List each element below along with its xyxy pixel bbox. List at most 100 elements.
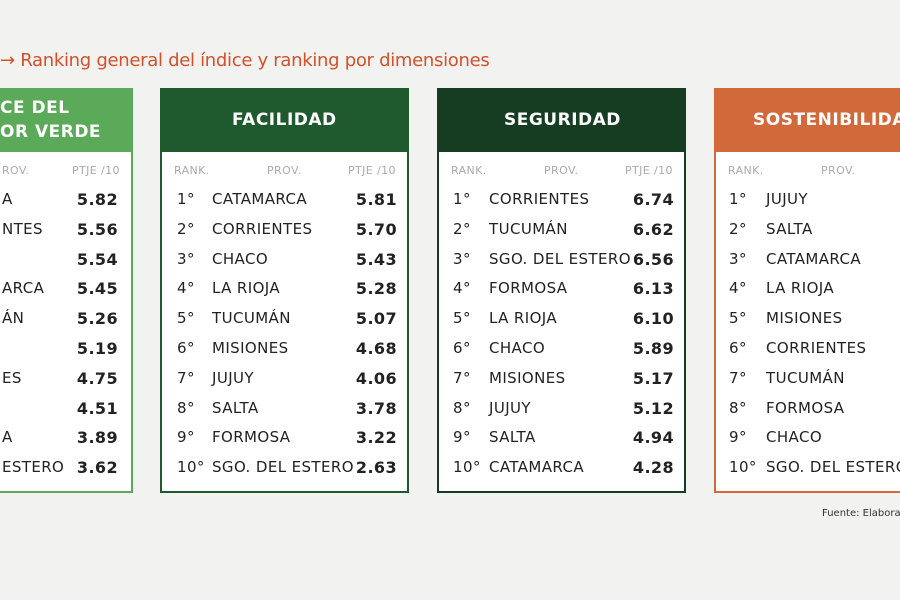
score: 6.13: [632, 279, 674, 299]
score: 5.56: [76, 219, 118, 239]
column-header: PROV.: [544, 164, 579, 177]
header-text: FACILIDAD: [232, 110, 337, 130]
province: A: [2, 190, 13, 208]
rank: 10°: [177, 458, 205, 477]
column-header: PTJE /10: [72, 164, 120, 177]
score: 6.56: [632, 249, 674, 269]
column-header: ROV.: [2, 164, 30, 177]
province: ESTERO: [2, 458, 65, 477]
province: CORRIENTES: [489, 190, 590, 208]
score: 5.19: [76, 339, 118, 358]
rank: 9°: [729, 428, 747, 447]
province: MISIONES: [766, 309, 843, 328]
column-header: PTJE /10: [348, 164, 396, 177]
score: 6.62: [632, 219, 674, 239]
score: 3.89: [76, 428, 118, 448]
province: TUCUMÁN: [212, 309, 291, 328]
province: LA RIOJA: [489, 309, 558, 328]
ranking-panel: SEGURIDAD RANK. PROV. PTJE /10 1° CORRIENTES 6…: [437, 88, 686, 493]
header-text: SOSTENIBILIDA: [753, 110, 900, 130]
province: FORMOSA: [489, 279, 568, 298]
score: 5.89: [632, 339, 674, 358]
score: 4.28: [632, 458, 674, 478]
province: LA RIOJA: [212, 279, 281, 298]
score: 3.62: [76, 458, 118, 478]
province: MISIONES: [489, 368, 566, 387]
rank: 4°: [177, 279, 195, 298]
rank: 3°: [729, 249, 747, 268]
rank: 8°: [453, 398, 471, 417]
province: JUJUY: [489, 398, 531, 417]
footer: Fuente: Elabora: [822, 508, 900, 519]
rank: 5°: [453, 309, 471, 328]
rank: 7°: [729, 368, 747, 387]
rank: 5°: [177, 309, 195, 328]
rank: 7°: [453, 368, 471, 387]
rank: 2°: [729, 219, 747, 238]
province: A: [2, 428, 13, 447]
rank: 6°: [453, 339, 471, 357]
province: FORMOSA: [766, 398, 845, 417]
score: 4.51: [76, 398, 118, 418]
score: 5.17: [632, 368, 674, 388]
province: CHACO: [489, 339, 546, 357]
column-header: RANK.: [174, 164, 210, 177]
panel-header: CE DEL OR VERDE: [0, 88, 133, 152]
score: 5.54: [76, 249, 118, 269]
header-text: CE DEL: [0, 98, 70, 118]
score: 4.06: [355, 368, 397, 388]
province: ÁN: [2, 309, 25, 328]
rank: 2°: [453, 219, 471, 238]
title: → Ranking general del índice y ranking p…: [0, 50, 490, 71]
province: SGO. DEL ESTERO: [212, 458, 354, 477]
rank: 3°: [453, 249, 471, 268]
score: 5.43: [355, 249, 397, 269]
province: TUCUMÁN: [489, 219, 568, 238]
province: CATAMARCA: [489, 458, 585, 477]
rank: 6°: [177, 339, 195, 357]
score: 2.63: [355, 458, 397, 478]
column-header: PROV.: [821, 164, 856, 177]
province: SALTA: [212, 398, 259, 417]
score: 4.68: [355, 339, 397, 358]
score: 4.75: [76, 368, 118, 388]
rank: 3°: [177, 249, 195, 268]
score: 5.07: [355, 309, 397, 329]
rank: 10°: [453, 458, 481, 477]
rank: 8°: [729, 398, 747, 417]
column-header: PROV.: [267, 164, 302, 177]
score: 5.26: [76, 309, 118, 329]
rank: 5°: [729, 309, 747, 328]
panel-header: SOSTENIBILIDA: [714, 88, 900, 152]
province: NTES: [2, 219, 43, 238]
column-header: PTJE /10: [625, 164, 673, 177]
score: 5.28: [355, 279, 397, 299]
province: JUJUY: [212, 368, 254, 387]
province: SGO. DEL ESTERO: [766, 458, 900, 477]
province: ES: [2, 368, 22, 387]
score: 5.81: [355, 190, 397, 209]
province: ARCA: [2, 279, 45, 298]
rank: 4°: [729, 279, 747, 298]
rank: 4°: [453, 279, 471, 298]
ranking-panel: CE DEL OR VERDE ROV. PTJE /10 A 5.82 NTES 5.56 5…: [0, 88, 133, 493]
province: CHACO: [212, 249, 269, 268]
panel-header: FACILIDAD: [160, 88, 409, 152]
header-text: OR VERDE: [0, 122, 102, 142]
rank: 6°: [729, 339, 747, 357]
rank: 10°: [729, 458, 757, 477]
column-header: RANK.: [451, 164, 487, 177]
rank: 2°: [177, 219, 195, 238]
rank: 9°: [453, 428, 471, 447]
score: 3.22: [355, 428, 397, 448]
province: CHACO: [766, 428, 823, 447]
rank: 7°: [177, 368, 195, 387]
rank: 1°: [453, 190, 471, 208]
province: JUJUY: [766, 190, 808, 208]
score: 5.12: [632, 398, 674, 418]
column-header: RANK.: [728, 164, 764, 177]
province: CORRIENTES: [766, 339, 867, 357]
ranking-panel: FACILIDAD RANK. PROV. PTJE /10 1° CATAMARCA 5.…: [160, 88, 409, 493]
score: 5.70: [355, 219, 397, 239]
